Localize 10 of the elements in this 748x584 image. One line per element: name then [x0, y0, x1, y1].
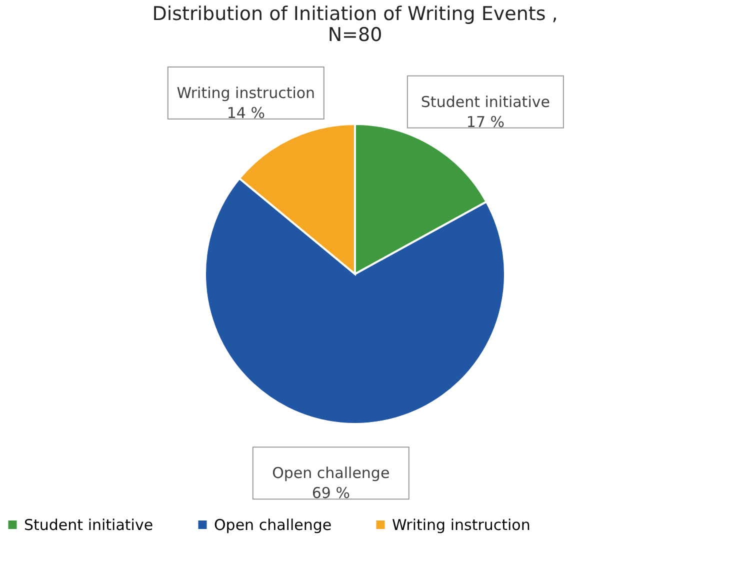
data-label: 69 % — [312, 484, 350, 502]
legend-label: Open challenge — [214, 516, 332, 534]
chart-title: Distribution of Initiation of Writing Events , N=80 — [152, 3, 558, 46]
slice-label: Open challenge — [272, 464, 390, 482]
legend-label: Student initiative — [24, 516, 154, 534]
data-label: 14 % — [226, 104, 265, 122]
data-label: 17 % — [466, 112, 504, 131]
slice-label: Student initiative — [420, 92, 550, 111]
legend-label: Writing instruction — [392, 516, 530, 534]
slice-label: Writing instruction — [176, 84, 316, 102]
